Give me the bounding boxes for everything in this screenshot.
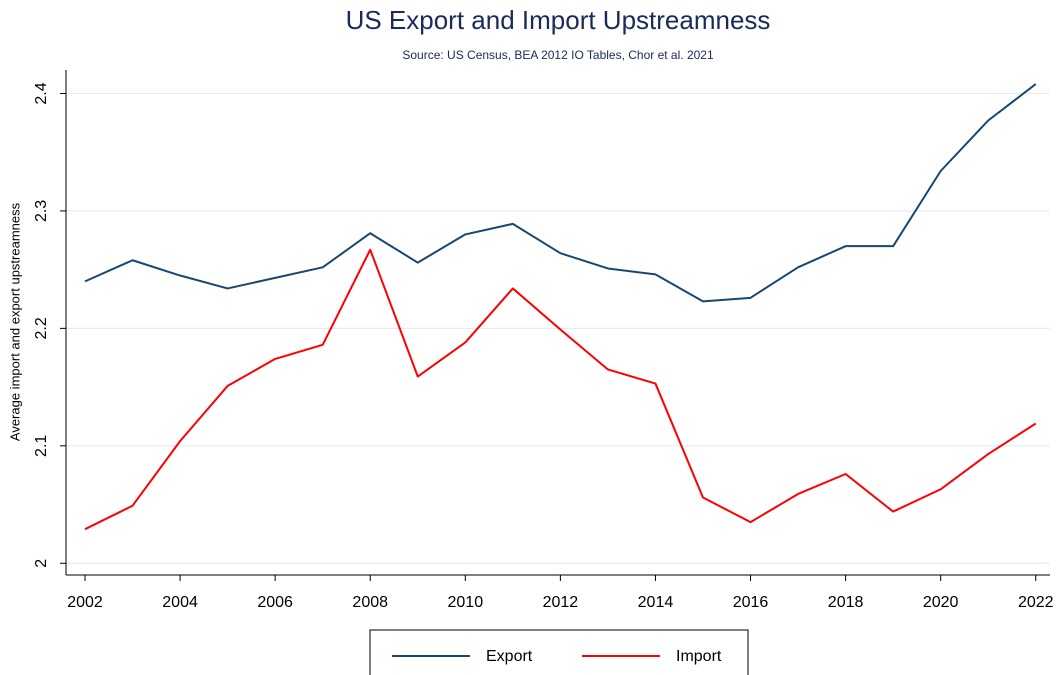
legend-label: Export — [486, 648, 533, 665]
y-tick-label: 2.4 — [33, 82, 50, 104]
x-tick-label: 2006 — [257, 594, 293, 611]
y-tick-label: 2.2 — [33, 317, 50, 339]
x-tick-label: 2020 — [923, 594, 959, 611]
x-tick-label: 2016 — [733, 594, 769, 611]
x-tick-label: 2018 — [828, 594, 864, 611]
x-tick-label: 2012 — [543, 594, 579, 611]
chart-title: US Export and Import Upstreamness — [346, 5, 771, 35]
x-tick-label: 2010 — [448, 594, 484, 611]
y-tick-label: 2.1 — [33, 435, 50, 457]
x-tick-label: 2002 — [67, 594, 103, 611]
x-tick-label: 2004 — [162, 594, 198, 611]
y-axis-label: Average import and export upstreamness — [7, 202, 22, 441]
x-tick-label: 2014 — [638, 594, 674, 611]
x-tick-label: 2008 — [352, 594, 388, 611]
series-line — [84, 248, 1037, 531]
y-tick-label: 2 — [33, 559, 50, 568]
legend-label: Import — [676, 648, 722, 665]
series-line — [84, 83, 1037, 303]
x-tick-label: 2022 — [1018, 594, 1054, 611]
chart-subtitle: Source: US Census, BEA 2012 IO Tables, C… — [402, 48, 714, 62]
y-tick-label: 2.3 — [33, 200, 50, 222]
legend-box — [369, 629, 749, 675]
